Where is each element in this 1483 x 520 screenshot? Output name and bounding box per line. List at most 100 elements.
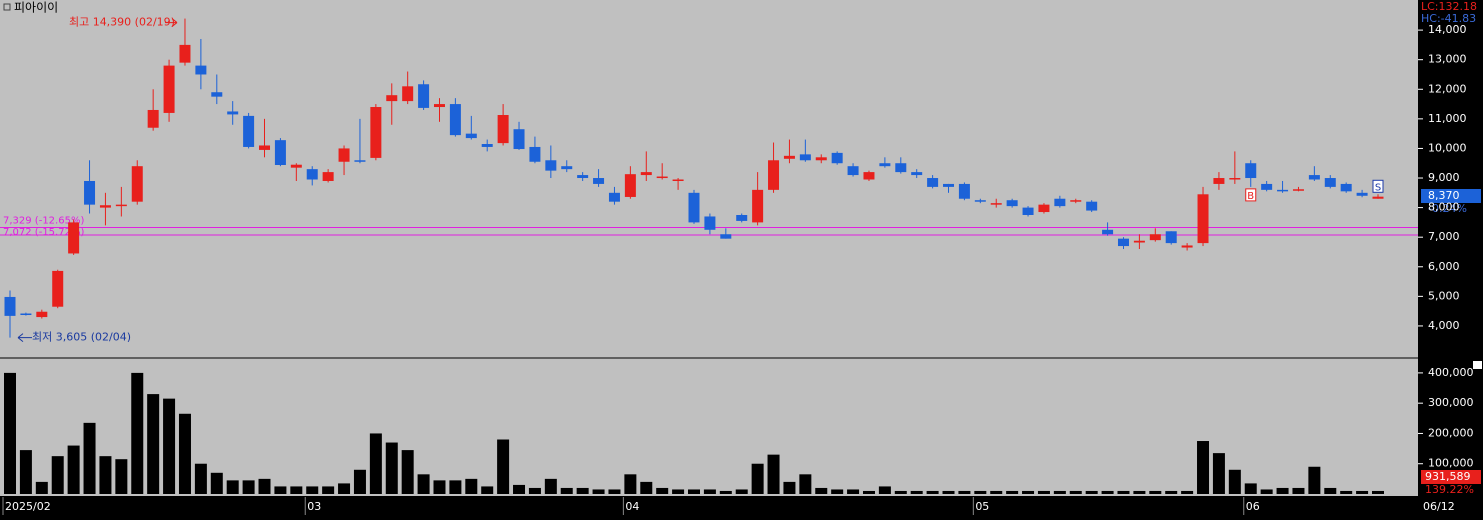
volume-bar — [338, 483, 351, 494]
candle-body — [370, 107, 382, 158]
candle-body — [84, 180, 96, 205]
candle-body — [927, 178, 939, 187]
volume-bar — [688, 489, 700, 494]
candle-body — [720, 234, 732, 239]
candle-body — [1277, 189, 1289, 192]
volume-bar — [1356, 490, 1369, 494]
volume-bar — [1085, 490, 1098, 494]
volume-bar — [640, 481, 653, 494]
candle-body — [736, 215, 748, 221]
last-price: 8,370 — [1428, 189, 1460, 202]
volume-bar — [465, 478, 478, 494]
candle-body — [1213, 178, 1225, 184]
volume-bar — [847, 489, 860, 494]
chart-title: 피아이이 — [14, 1, 58, 15]
candle-body — [115, 204, 127, 207]
volume-bar — [1340, 490, 1353, 494]
candle-body — [799, 154, 811, 161]
volume-bar — [1181, 490, 1194, 494]
volume-bar — [481, 486, 494, 494]
volume-bar — [942, 490, 955, 494]
candle-body — [1340, 183, 1352, 192]
candle-body — [465, 133, 477, 139]
y-tick-label: 5,000 — [1428, 289, 1460, 302]
candle-body — [831, 152, 843, 164]
close-button[interactable] — [1473, 361, 1482, 369]
candle-body — [322, 172, 334, 181]
last-volume-box — [1421, 470, 1481, 484]
v-tick-label: 100,000 — [1428, 457, 1474, 470]
volume-bar — [67, 445, 80, 494]
x-tick-label: 04 — [625, 500, 639, 513]
reference-label: 7,072 (-15.72%) — [3, 227, 84, 238]
candle-body — [911, 172, 923, 176]
y-tick-label: 14,000 — [1428, 23, 1467, 36]
candle-body — [147, 109, 159, 128]
volume-bar — [1037, 490, 1050, 494]
plot-background — [0, 0, 1418, 496]
volume-bar — [51, 456, 64, 494]
volume-bar — [1276, 487, 1289, 494]
candle-body — [195, 65, 207, 75]
volume-bar — [306, 486, 319, 494]
candle-body — [402, 86, 414, 102]
candle-body — [1245, 163, 1257, 179]
y-tick-label: 12,000 — [1428, 82, 1467, 95]
candle-body — [1006, 200, 1018, 207]
volume-bar — [767, 454, 780, 494]
candle-body — [943, 183, 955, 187]
volume-bar — [1165, 490, 1178, 494]
last-volume: 931,589 — [1425, 470, 1471, 483]
volume-bar — [528, 487, 541, 494]
volume-bar — [131, 372, 144, 494]
volume-bar — [1228, 469, 1241, 494]
volume-bar — [735, 489, 748, 494]
y-tick-label: 4,000 — [1428, 319, 1460, 332]
y-tick-label: 6,000 — [1428, 260, 1460, 273]
volume-bar — [4, 372, 16, 494]
volume-bar — [242, 480, 255, 494]
volume-bar — [703, 489, 716, 494]
candle-body — [481, 144, 493, 147]
volume-bar — [1372, 490, 1384, 494]
candle-body — [656, 176, 668, 179]
candle-body — [1229, 178, 1241, 180]
candle-body — [1022, 207, 1034, 215]
volume-bar — [831, 489, 844, 494]
candle-body — [4, 296, 16, 316]
y-tick-label: 10,000 — [1428, 141, 1467, 154]
volume-bar — [353, 469, 366, 494]
candle-body — [20, 313, 32, 316]
candle-body — [386, 95, 398, 102]
candle-body — [1086, 201, 1098, 211]
candle-body — [163, 65, 175, 113]
volume-bar — [1324, 487, 1337, 494]
last-date: 06/12 — [1423, 500, 1455, 513]
volume-bar — [178, 413, 191, 494]
volume-bar — [226, 480, 239, 494]
volume-bar — [576, 487, 589, 494]
candle-body — [768, 160, 780, 190]
candle-body — [449, 104, 461, 136]
candle-body — [36, 311, 48, 318]
candle-body — [1149, 234, 1161, 241]
candle-body — [418, 84, 430, 108]
candle-body — [783, 155, 795, 159]
volume-bar — [385, 442, 398, 494]
y-tick-label: 11,000 — [1428, 112, 1467, 125]
volume-bar — [1022, 490, 1035, 494]
hc-label: HC:-41.83 — [1421, 12, 1476, 25]
volume-bar — [1069, 490, 1082, 494]
volume-bar — [1308, 466, 1321, 494]
volume-bar — [258, 478, 271, 494]
candle-body — [211, 92, 223, 97]
candle-body — [958, 183, 970, 199]
candle-body — [338, 148, 350, 162]
candle-body — [640, 172, 652, 176]
x-tick-label: 2025/02 — [5, 500, 51, 513]
volume-bar — [1197, 441, 1210, 494]
volume-bar — [560, 487, 573, 494]
candle-body — [688, 192, 700, 223]
candle-body — [99, 205, 111, 208]
